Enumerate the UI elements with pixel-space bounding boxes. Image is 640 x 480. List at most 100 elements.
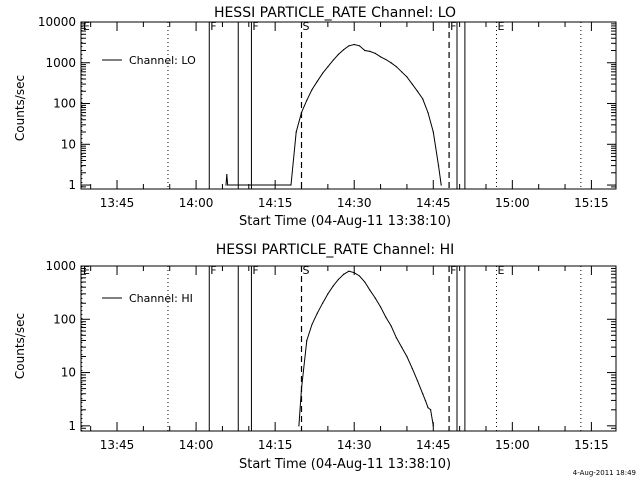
x-tick-label: 14:45	[416, 196, 451, 210]
y-axis-label: Counts/sec	[13, 313, 27, 379]
data-point	[225, 184, 227, 186]
event-marker-label: F	[252, 20, 258, 33]
data-point	[321, 302, 324, 304]
axes-frame	[80, 265, 617, 432]
plot-frame	[80, 21, 617, 190]
data-point	[353, 272, 355, 274]
event-marker-label: F	[450, 20, 456, 33]
data-point	[440, 184, 442, 186]
y-axis-ticks: 1 10 100 1000	[45, 259, 616, 433]
y-tick-label: 1	[68, 178, 76, 192]
event-marker-label: E	[498, 20, 505, 33]
series-path	[298, 270, 434, 426]
data-point	[332, 285, 334, 287]
data-point	[348, 45, 350, 47]
event-marker-label: E	[83, 20, 90, 33]
data-point	[424, 399, 426, 402]
legend-label: Channel: LO	[129, 54, 196, 67]
data-point	[364, 281, 366, 283]
event-marker-label: E	[83, 264, 90, 277]
data-point	[385, 316, 387, 318]
data-point	[343, 273, 345, 275]
chart-panel-hi: HESSI PARTICLE_RATE Channel: HI E F F S F E 1…	[13, 242, 617, 472]
event-marker-label: F	[210, 20, 216, 33]
x-axis-label: Start Time (04-Aug-11 13:38:10)	[239, 457, 451, 472]
data-point	[385, 58, 387, 61]
axes-frame	[80, 21, 617, 190]
y-axis-ticks: 1 10 100 1000 10000	[38, 15, 616, 192]
x-tick-label: 13:45	[100, 196, 135, 210]
x-tick-label: 14:15	[258, 196, 293, 210]
data-point	[358, 275, 361, 277]
data-point	[316, 312, 318, 314]
x-tick-label: 14:30	[337, 196, 372, 210]
y-tick-label: 1	[68, 419, 76, 433]
data-point	[416, 380, 419, 382]
data-point	[343, 49, 345, 51]
plot-frame	[80, 265, 617, 432]
data-point	[432, 425, 434, 427]
data-point	[300, 111, 303, 114]
data-point	[337, 278, 339, 281]
data-point	[298, 425, 300, 427]
data-point	[395, 66, 397, 68]
x-axis-ticks: 13:45 14:00 14:15 14:30 14:45 15:00 15:15	[90, 22, 609, 210]
series-path	[225, 43, 442, 186]
data-point	[422, 98, 424, 100]
event-marker-label: F	[450, 264, 456, 277]
x-tick-label: 14:00	[179, 196, 214, 210]
footer-timestamp: 4-Aug-2011 18:49	[573, 469, 636, 477]
data-point	[358, 45, 361, 47]
data-point	[332, 59, 334, 61]
event-marker-label: F	[252, 264, 258, 277]
data-point	[379, 306, 382, 308]
data-point	[401, 346, 403, 348]
data-point	[411, 367, 413, 369]
series-line	[225, 43, 442, 186]
data-point	[416, 90, 419, 92]
data-point	[316, 80, 318, 82]
data-point	[348, 270, 350, 272]
y-tick-label: 100	[53, 312, 76, 326]
data-point	[295, 131, 297, 133]
data-point	[374, 297, 376, 299]
data-point	[226, 174, 228, 176]
data-point	[427, 111, 429, 114]
data-point	[327, 66, 329, 68]
data-point	[406, 76, 408, 78]
legend-label: Channel: HI	[129, 292, 193, 305]
x-tick-label: 15:00	[495, 438, 530, 452]
legend: Channel: HI	[102, 292, 193, 305]
x-axis-ticks: 13:45 14:00 14:15 14:30 14:45 15:00 15:15	[90, 266, 609, 452]
data-point	[422, 393, 424, 395]
data-point	[369, 50, 371, 52]
y-tick-label: 100	[53, 97, 76, 111]
legend: Channel: LO	[102, 54, 196, 67]
data-point	[395, 337, 397, 339]
series-line	[298, 270, 434, 427]
data-point	[406, 355, 408, 358]
data-point	[364, 49, 366, 52]
x-tick-label: 14:30	[337, 438, 372, 452]
x-tick-label: 14:45	[416, 438, 451, 452]
x-tick-label: 15:00	[495, 196, 530, 210]
data-point	[390, 62, 392, 64]
data-point	[353, 43, 355, 46]
data-point	[374, 52, 376, 54]
x-tick-label: 15:15	[574, 438, 609, 452]
data-point	[390, 325, 392, 327]
x-tick-label: 14:00	[179, 438, 214, 452]
event-marker-label: S	[303, 20, 310, 33]
data-point	[411, 83, 413, 85]
y-axis-label: Counts/sec	[13, 75, 27, 141]
chart-panel-lo: HESSI PARTICLE_RATE Channel: LO E F F S F E 1…	[13, 5, 617, 229]
x-tick-label: 14:15	[258, 438, 293, 452]
data-point	[306, 339, 308, 342]
data-point	[401, 71, 403, 73]
data-point	[306, 99, 308, 101]
y-tick-label: 1000	[45, 56, 76, 70]
event-marker-label: E	[498, 264, 505, 277]
data-point	[227, 184, 229, 186]
